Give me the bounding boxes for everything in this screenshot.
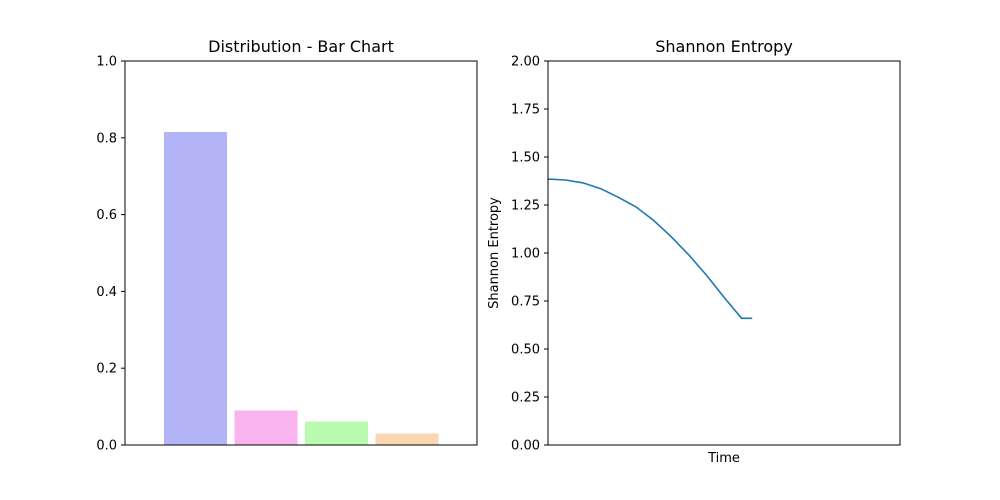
bar-y-tick-label: 0.8 <box>96 131 117 146</box>
line-y-tick-label: 1.25 <box>511 199 540 214</box>
bar-axes-frame <box>124 60 478 446</box>
line-y-tick-label: 0.50 <box>511 343 540 358</box>
line-y-tick-label: 1.50 <box>511 151 540 166</box>
line-axes-frame <box>547 60 901 446</box>
bar-y-ticks: 0.0 0.2 0.4 0.6 0.8 1.0 <box>96 55 125 454</box>
line-y-tick-label: 0.75 <box>511 295 540 310</box>
bar-1 <box>164 132 227 446</box>
bar-2 <box>234 410 298 445</box>
line-y-tick-label: 1.00 <box>511 247 540 262</box>
bar-3 <box>305 421 368 445</box>
bar-chart: Distribution - Bar Chart 0.0 0.2 0.4 0.6 0.8… <box>96 37 478 454</box>
line-y-tick-label: 0.00 <box>511 439 540 454</box>
entropy-series-line <box>547 178 753 320</box>
bar-4 <box>375 433 439 445</box>
line-y-tick-label: 0.25 <box>511 391 540 406</box>
bar-chart-title: Distribution - Bar Chart <box>208 37 394 56</box>
line-x-axis-label: Time <box>707 451 740 466</box>
line-chart-title: Shannon Entropy <box>655 37 793 56</box>
bar-y-tick-label: 0.6 <box>96 208 117 223</box>
bar-marks <box>164 132 439 446</box>
bar-y-tick-label: 1.0 <box>96 55 117 70</box>
line-y-tick-label: 1.75 <box>511 103 540 118</box>
bar-y-tick-label: 0.4 <box>96 285 117 300</box>
line-chart: Shannon Entropy 0.00 0.25 0.50 0.75 1.00 1.25… <box>487 37 901 466</box>
bar-y-tick-label: 0.2 <box>96 362 117 377</box>
bar-y-tick-label: 0.0 <box>96 439 117 454</box>
line-y-axis-label: Shannon Entropy <box>487 197 502 309</box>
line-y-tick-label: 2.00 <box>511 55 540 70</box>
line-y-ticks: 0.00 0.25 0.50 0.75 1.00 1.25 1.50 1.75 2.00 <box>511 55 548 454</box>
